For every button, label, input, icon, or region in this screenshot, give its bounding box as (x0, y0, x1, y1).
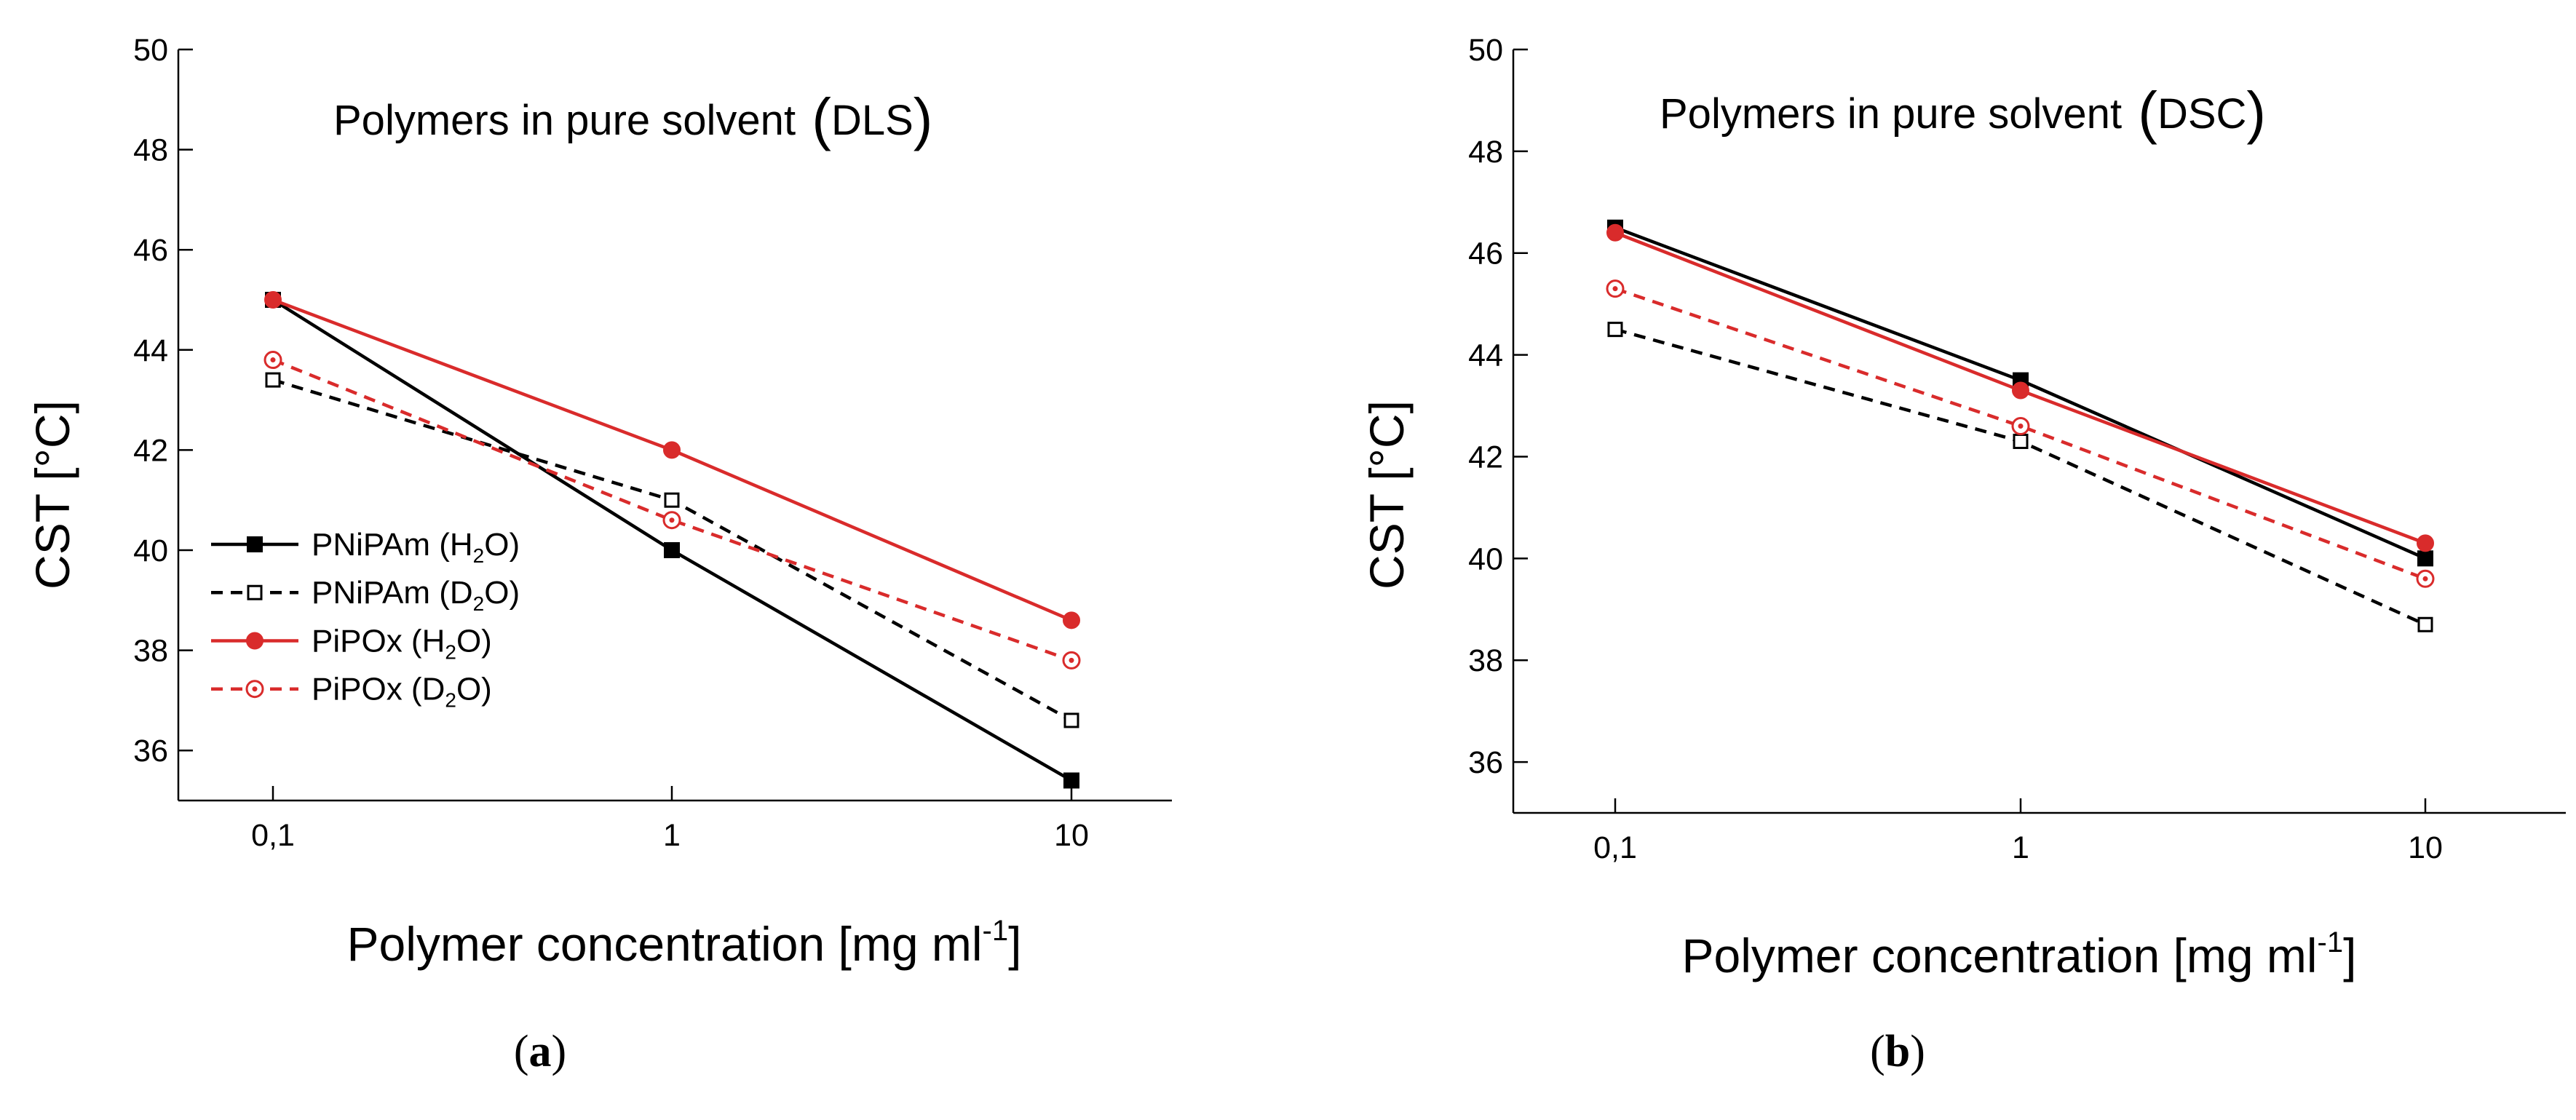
legend-label-3: PiPOx (D2O) (312, 672, 492, 712)
y-tick-label: 36 (133, 734, 168, 768)
y-tick-label: 48 (133, 133, 168, 168)
y-axis-label: CST [°C] (25, 400, 79, 589)
y-tick-label: 50 (133, 33, 168, 68)
x-tick-label: 10 (1054, 818, 1089, 853)
data-point-1-1 (664, 492, 680, 508)
legend-label-0: PNiPAm (H2O) (312, 527, 520, 567)
data-point-1-2 (1063, 712, 1079, 728)
data-point-1-2 (2417, 616, 2433, 632)
x-tick-label: 10 (2408, 830, 2443, 865)
data-point-3-0 (263, 351, 282, 370)
x-tick-label: 0,1 (251, 818, 295, 853)
data-point-0-2 (2417, 550, 2433, 567)
x-axis-label: Polymer concentration [mg ml-1] (347, 915, 1022, 971)
y-tick-label: 44 (1468, 338, 1503, 373)
legend: PNiPAm (H2O) PNiPAm (D2O) PiPOx (H2O) PiPOx… (211, 527, 520, 712)
data-point-1-0 (265, 372, 281, 388)
legend-marker-0 (247, 536, 263, 552)
y-tick-label: 40 (1468, 541, 1503, 576)
data-point-2-0 (1606, 223, 1624, 242)
x-axis-label: Polymer concentration [mg ml-1] (1682, 926, 2357, 982)
x-tick-label: 0,1 (1593, 830, 1637, 865)
data-point-2-1 (2012, 381, 2029, 400)
y-tick-label: 48 (1468, 135, 1503, 170)
legend-label-1: PNiPAm (D2O) (312, 575, 520, 615)
y-tick-label: 36 (1468, 745, 1503, 780)
data-point-2-1 (663, 441, 681, 459)
y-axis-label: CST [°C] (1360, 400, 1414, 589)
data-point-2-0 (264, 291, 282, 309)
legend-label-2: PiPOx (H2O) (312, 623, 492, 663)
legend-marker-3 (245, 680, 264, 699)
data-point-3-2 (2416, 569, 2435, 588)
panel-label: (b) (1870, 1027, 1925, 1076)
series-line-2 (272, 298, 1072, 622)
y-tick-label: 46 (133, 233, 168, 268)
data-point-3-2 (1062, 651, 1081, 670)
y-tick-label: 42 (1468, 440, 1503, 474)
y-tick-label: 42 (133, 433, 168, 468)
series-line-3 (1614, 287, 2426, 581)
y-tick-label: 38 (133, 634, 168, 669)
data-point-0-1 (664, 542, 680, 558)
data-point-1-0 (1607, 322, 1623, 338)
data-point-2-2 (1063, 611, 1080, 629)
legend-marker-2 (246, 632, 263, 650)
series-line-3 (272, 358, 1072, 662)
data-point-0-2 (1063, 772, 1079, 789)
x-tick-label: 1 (663, 818, 681, 853)
data-point-3-0 (1606, 279, 1625, 298)
panel-label: (a) (514, 1027, 566, 1076)
y-tick-label: 50 (1468, 33, 1503, 68)
legend-marker-1 (247, 584, 263, 600)
chart-panel-b: 36 38 40 42 44 46 48 50 0,1 1 10 CST [°C] Polymer co… (1360, 33, 2566, 1076)
data-point-2-2 (2417, 534, 2434, 552)
data-point-1-1 (2013, 433, 2029, 449)
y-tick-label: 40 (133, 533, 168, 568)
chart-title: Polymers in pure solvent (DLS) (333, 87, 932, 151)
data-point-3-1 (2011, 417, 2030, 436)
y-tick-label: 46 (1468, 237, 1503, 271)
data-point-3-1 (662, 511, 681, 530)
chart-title: Polymers in pure solvent (DSC) (1660, 80, 2266, 145)
y-tick-label: 38 (1468, 643, 1503, 678)
chart-panel-a: 36 38 40 42 44 46 48 50 0,1 1 10 CST [°C] Polymer co… (25, 33, 1172, 1076)
y-tick-label: 44 (133, 333, 168, 368)
x-tick-label: 1 (2012, 830, 2029, 865)
